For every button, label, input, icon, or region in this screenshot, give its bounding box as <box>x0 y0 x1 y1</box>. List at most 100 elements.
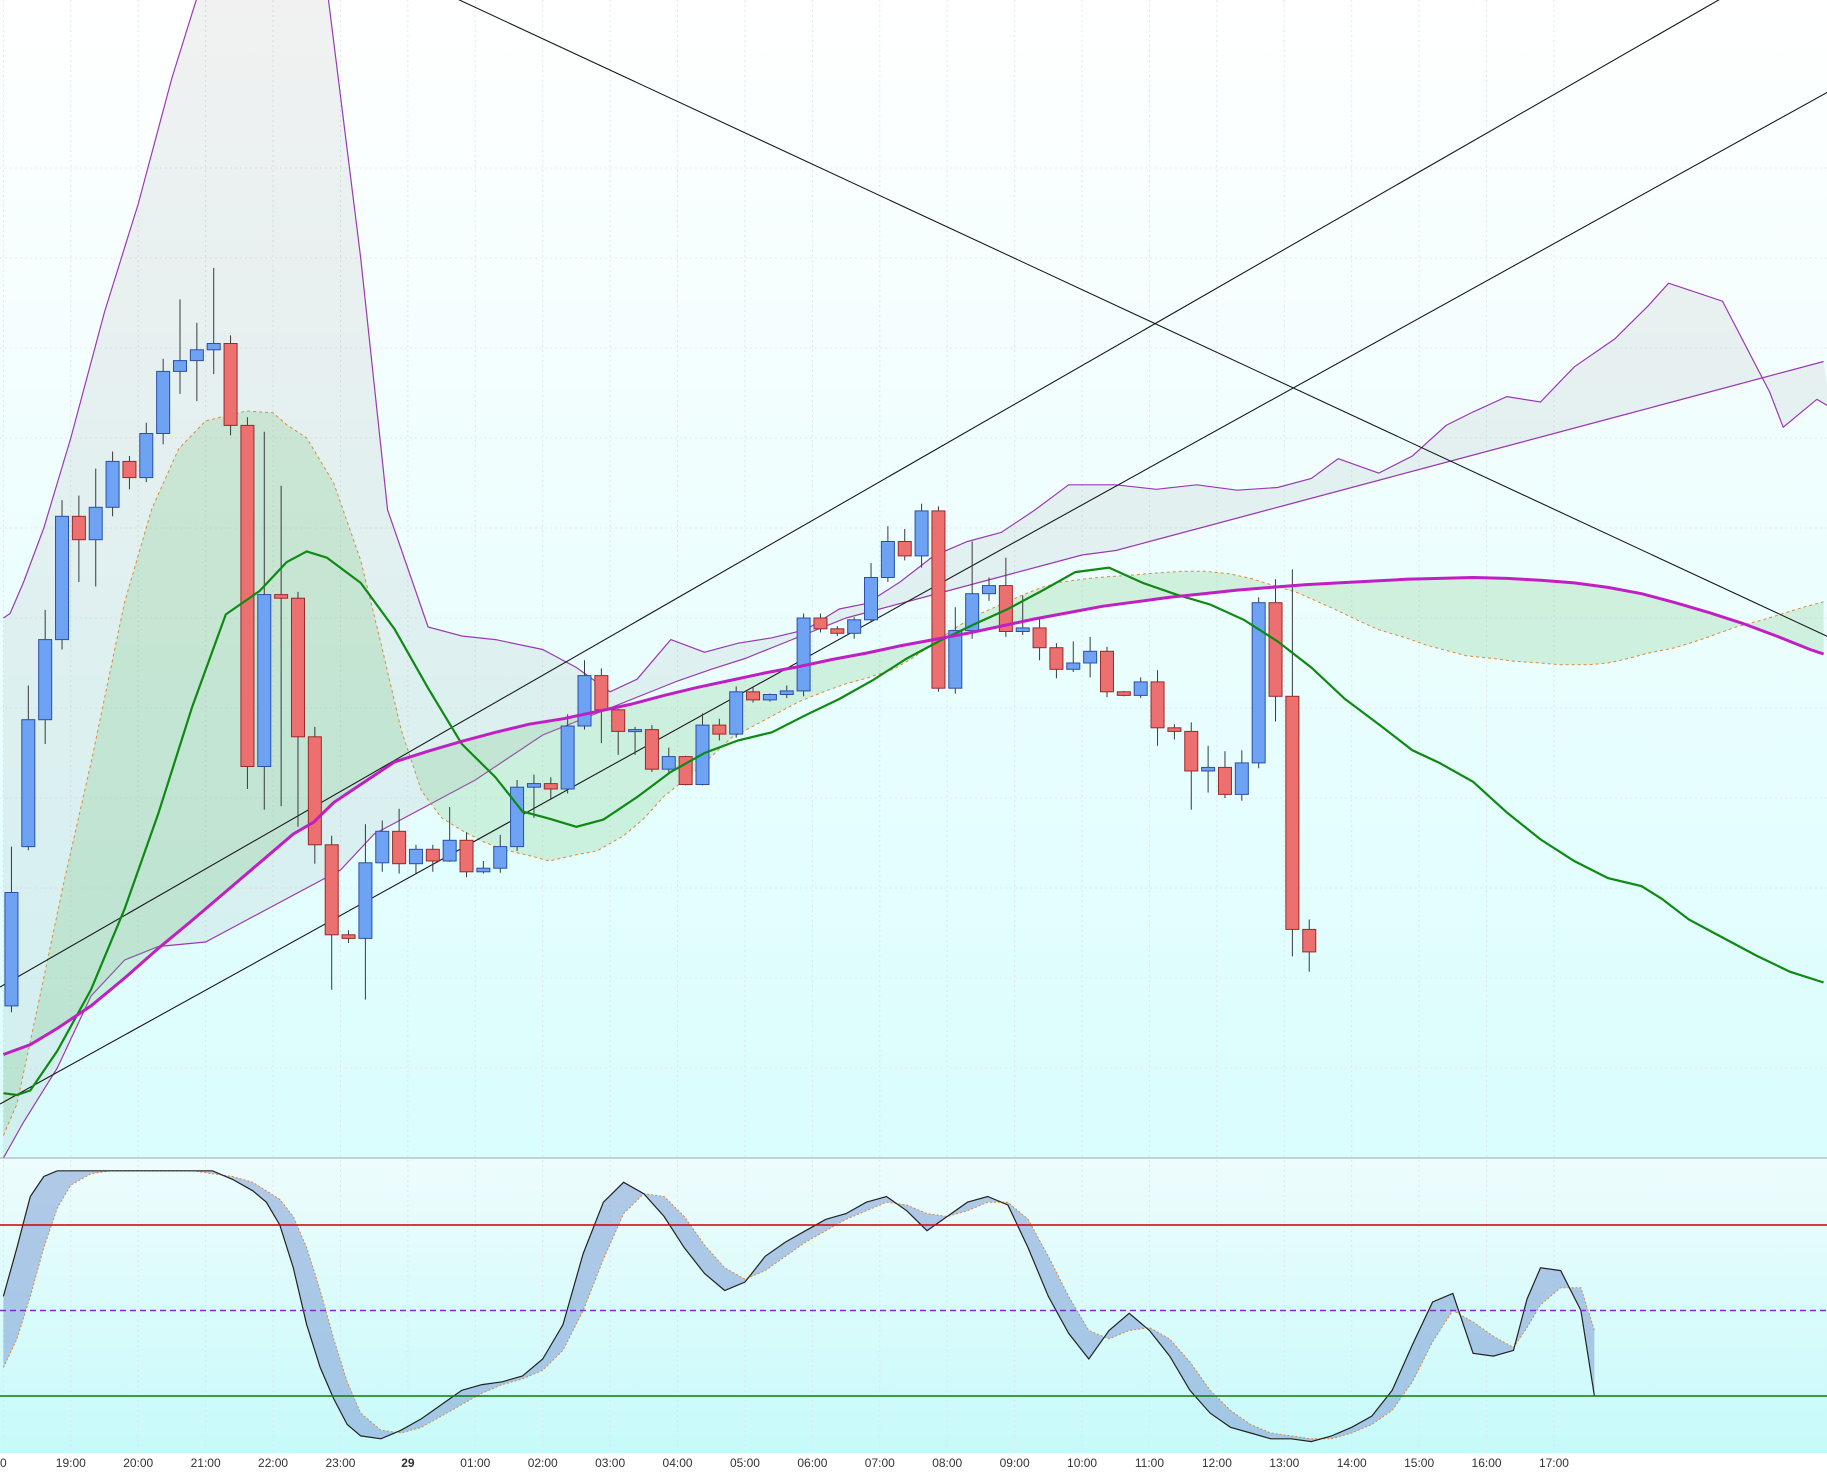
candle-body <box>88 506 103 541</box>
candle <box>594 668 609 744</box>
candle-body <box>55 515 70 641</box>
candle-body <box>425 848 440 862</box>
candle <box>813 613 828 633</box>
candle-body <box>493 846 508 869</box>
price-pane <box>0 0 1827 1158</box>
candle <box>762 693 777 702</box>
stochastic-k-line <box>2 1170 1595 1443</box>
candle <box>290 591 305 827</box>
candle-body <box>965 593 980 632</box>
time-tick-label: 16:00 <box>1472 1456 1502 1470</box>
candle <box>948 607 963 694</box>
candle-body <box>526 783 541 788</box>
candle <box>644 725 659 772</box>
time-tick-label: 19:00 <box>56 1456 86 1470</box>
time-tick-label: 05:00 <box>730 1456 760 1470</box>
candle <box>712 718 727 741</box>
candle <box>1251 597 1266 769</box>
candle <box>729 686 744 738</box>
stochastic-d-line <box>2 1170 1595 1440</box>
candle-body <box>476 867 491 873</box>
candle-body <box>1015 627 1030 633</box>
candle <box>1099 646 1114 698</box>
band-upper-line <box>2 410 1824 1136</box>
candle <box>1184 722 1199 810</box>
candle <box>1133 677 1148 699</box>
trendline <box>0 91 1827 1105</box>
candle <box>257 431 272 810</box>
candle <box>21 685 36 851</box>
candle-body <box>206 343 221 351</box>
candle-body <box>1099 650 1114 693</box>
candle-body <box>21 719 36 848</box>
candle <box>746 686 761 703</box>
candle-body <box>1116 691 1131 696</box>
candle-body <box>746 691 761 701</box>
time-tick-label: 21:00 <box>191 1456 221 1470</box>
candle <box>425 844 440 872</box>
candle <box>189 322 204 402</box>
candle <box>459 832 474 878</box>
candle-body <box>1083 650 1098 664</box>
candle-body <box>1150 681 1165 729</box>
candle <box>779 685 794 699</box>
candle <box>1302 919 1317 972</box>
candle-body <box>38 639 53 721</box>
candle <box>442 807 457 862</box>
candle-body <box>982 585 997 595</box>
candle <box>1083 636 1098 678</box>
candle-body <box>796 617 811 692</box>
candle-body <box>4 892 19 1007</box>
candle <box>105 451 120 517</box>
candle-body <box>156 370 171 434</box>
candle-body <box>729 691 744 735</box>
candle <box>510 780 525 852</box>
candle <box>341 930 356 943</box>
candle-body <box>661 756 676 770</box>
candle <box>661 747 676 774</box>
candle <box>880 526 895 582</box>
time-tick-label: 02:00 <box>528 1456 558 1470</box>
candle-body <box>274 594 289 599</box>
candle <box>931 506 946 692</box>
time-tick-label: 29 <box>401 1456 415 1470</box>
candle-body <box>1234 762 1249 795</box>
time-tick-label: 15:00 <box>1404 1456 1434 1470</box>
sma-line <box>2 575 1825 1056</box>
stochastic-fill <box>3 1170 1595 1442</box>
candle-body <box>543 783 558 790</box>
candle-body <box>644 729 659 770</box>
candle <box>324 835 339 990</box>
trendline <box>0 0 1720 988</box>
candle-body <box>408 848 423 865</box>
candle <box>173 299 188 394</box>
candle-body <box>948 630 963 689</box>
candle-body <box>122 460 137 479</box>
candle-body <box>442 839 457 862</box>
candle-body <box>931 510 946 689</box>
candle <box>38 609 53 744</box>
candle-body <box>223 343 238 426</box>
candle-body <box>257 594 272 767</box>
candle-body <box>1302 928 1317 953</box>
candle <box>678 755 693 786</box>
candle-body <box>560 725 575 790</box>
candle <box>1201 745 1216 793</box>
candle <box>1116 690 1131 697</box>
candle <box>139 422 154 483</box>
candle <box>274 485 289 807</box>
candle-body <box>678 756 693 785</box>
keltner-band-fill <box>3 411 1824 1136</box>
candle-body <box>762 694 777 701</box>
candle <box>914 503 929 568</box>
candle-body <box>830 628 845 634</box>
candle-body <box>1133 681 1148 696</box>
candle <box>830 626 845 636</box>
candle-body <box>1066 662 1081 670</box>
candle <box>628 726 643 755</box>
candle-body <box>998 585 1013 632</box>
candle-body <box>290 597 305 738</box>
time-tick-label: 12:00 <box>1202 1456 1232 1470</box>
